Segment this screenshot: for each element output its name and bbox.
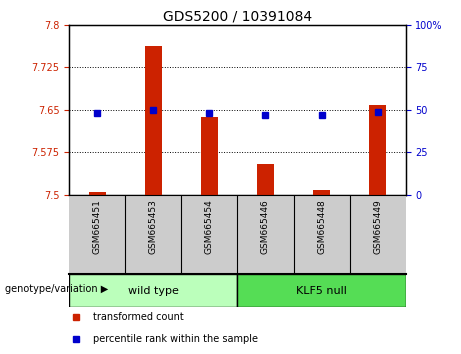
Bar bbox=[257, 164, 274, 195]
Bar bbox=[201, 117, 218, 195]
Bar bbox=[145, 46, 162, 195]
Text: GSM665449: GSM665449 bbox=[373, 199, 382, 254]
Text: genotype/variation ▶: genotype/variation ▶ bbox=[5, 284, 108, 293]
Text: GSM665453: GSM665453 bbox=[149, 199, 158, 254]
Text: percentile rank within the sample: percentile rank within the sample bbox=[93, 334, 258, 344]
Text: GSM665454: GSM665454 bbox=[205, 199, 214, 254]
Title: GDS5200 / 10391084: GDS5200 / 10391084 bbox=[163, 10, 312, 24]
Text: GSM665451: GSM665451 bbox=[93, 199, 102, 254]
Text: KLF5 null: KLF5 null bbox=[296, 286, 347, 296]
Bar bbox=[313, 190, 330, 195]
Bar bbox=[69, 274, 237, 307]
Text: GSM665446: GSM665446 bbox=[261, 199, 270, 254]
Text: wild type: wild type bbox=[128, 286, 179, 296]
Bar bbox=[237, 274, 406, 307]
Text: GSM665448: GSM665448 bbox=[317, 199, 326, 254]
Text: transformed count: transformed count bbox=[93, 312, 183, 322]
Bar bbox=[369, 105, 386, 195]
Bar bbox=[89, 192, 106, 195]
